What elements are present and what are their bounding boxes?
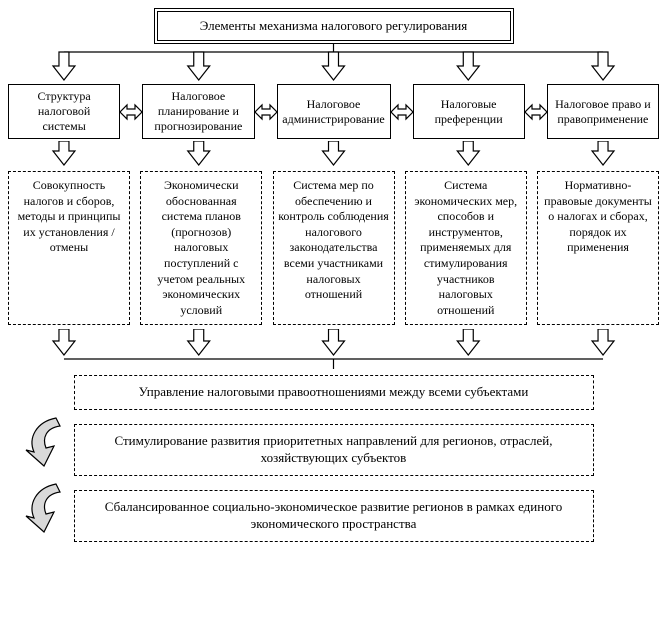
desc-label: Система мер по обеспечению и контроль со… — [278, 178, 390, 303]
element-label: Налоговое планирование и прогнозирование — [149, 89, 247, 134]
desc-box-3: Система экономических мер, способов и ин… — [405, 171, 527, 325]
bi-arrow-icon — [120, 84, 142, 139]
desc-label: Система экономических мер, способов и ин… — [410, 178, 522, 318]
element-label: Налоговые преференции — [420, 97, 518, 127]
bi-arrow-icon — [391, 84, 413, 139]
connector-desc-to-join — [44, 329, 623, 369]
curved-arrow-icon — [20, 482, 84, 534]
element-label: Налоговое право и правоприменение — [554, 97, 652, 127]
result-box-1: Стимулирование развития приоритетных нап… — [74, 424, 594, 476]
element-box-2: Налоговое администрирование — [277, 84, 391, 139]
title-text: Элементы механизма налогового регулирова… — [200, 18, 467, 33]
desc-label: Нормативно-правовые документы о налогах … — [542, 178, 654, 256]
bi-arrow-icon — [525, 84, 547, 139]
desc-box-4: Нормативно-правовые документы о налогах … — [537, 171, 659, 325]
desc-label: Экономически обоснованная система планов… — [145, 178, 257, 318]
element-label: Структура налоговой системы — [15, 89, 113, 134]
descriptions-row: Совокупность налогов и сборов, методы и … — [8, 171, 659, 325]
result-wrap-1: Стимулирование развития приоритетных нап… — [8, 424, 659, 476]
desc-box-0: Совокупность налогов и сборов, методы и … — [8, 171, 130, 325]
result-label: Стимулирование развития приоритетных нап… — [114, 433, 552, 465]
result-label: Управление налоговыми правоотношениями м… — [139, 384, 529, 399]
element-box-4: Налоговое право и правоприменение — [547, 84, 659, 139]
connector-title-to-elements — [44, 44, 623, 84]
desc-box-1: Экономически обоснованная система планов… — [140, 171, 262, 325]
result-box-2: Сбалансированное социально-экономическое… — [74, 490, 594, 542]
title-box: Элементы механизма налогового регулирова… — [154, 8, 514, 44]
result-wrap-2: Сбалансированное социально-экономическое… — [8, 490, 659, 542]
result-wrap-0: Управление налоговыми правоотношениями м… — [8, 375, 659, 410]
result-box-0: Управление налоговыми правоотношениями м… — [74, 375, 594, 410]
element-box-0: Структура налоговой системы — [8, 84, 120, 139]
result-label: Сбалансированное социально-экономическое… — [105, 499, 562, 531]
element-label: Налоговое администрирование — [282, 97, 384, 127]
element-box-3: Налоговые преференции — [413, 84, 525, 139]
curved-arrow-icon — [20, 416, 84, 468]
connector-elements-to-desc — [44, 141, 623, 169]
desc-box-2: Система мер по обеспечению и контроль со… — [273, 171, 395, 325]
bi-arrow-icon — [255, 84, 277, 139]
element-box-1: Налоговое планирование и прогнозирование — [142, 84, 254, 139]
elements-row: Структура налоговой системы Налоговое пл… — [8, 84, 659, 139]
desc-label: Совокупность налогов и сборов, методы и … — [13, 178, 125, 256]
